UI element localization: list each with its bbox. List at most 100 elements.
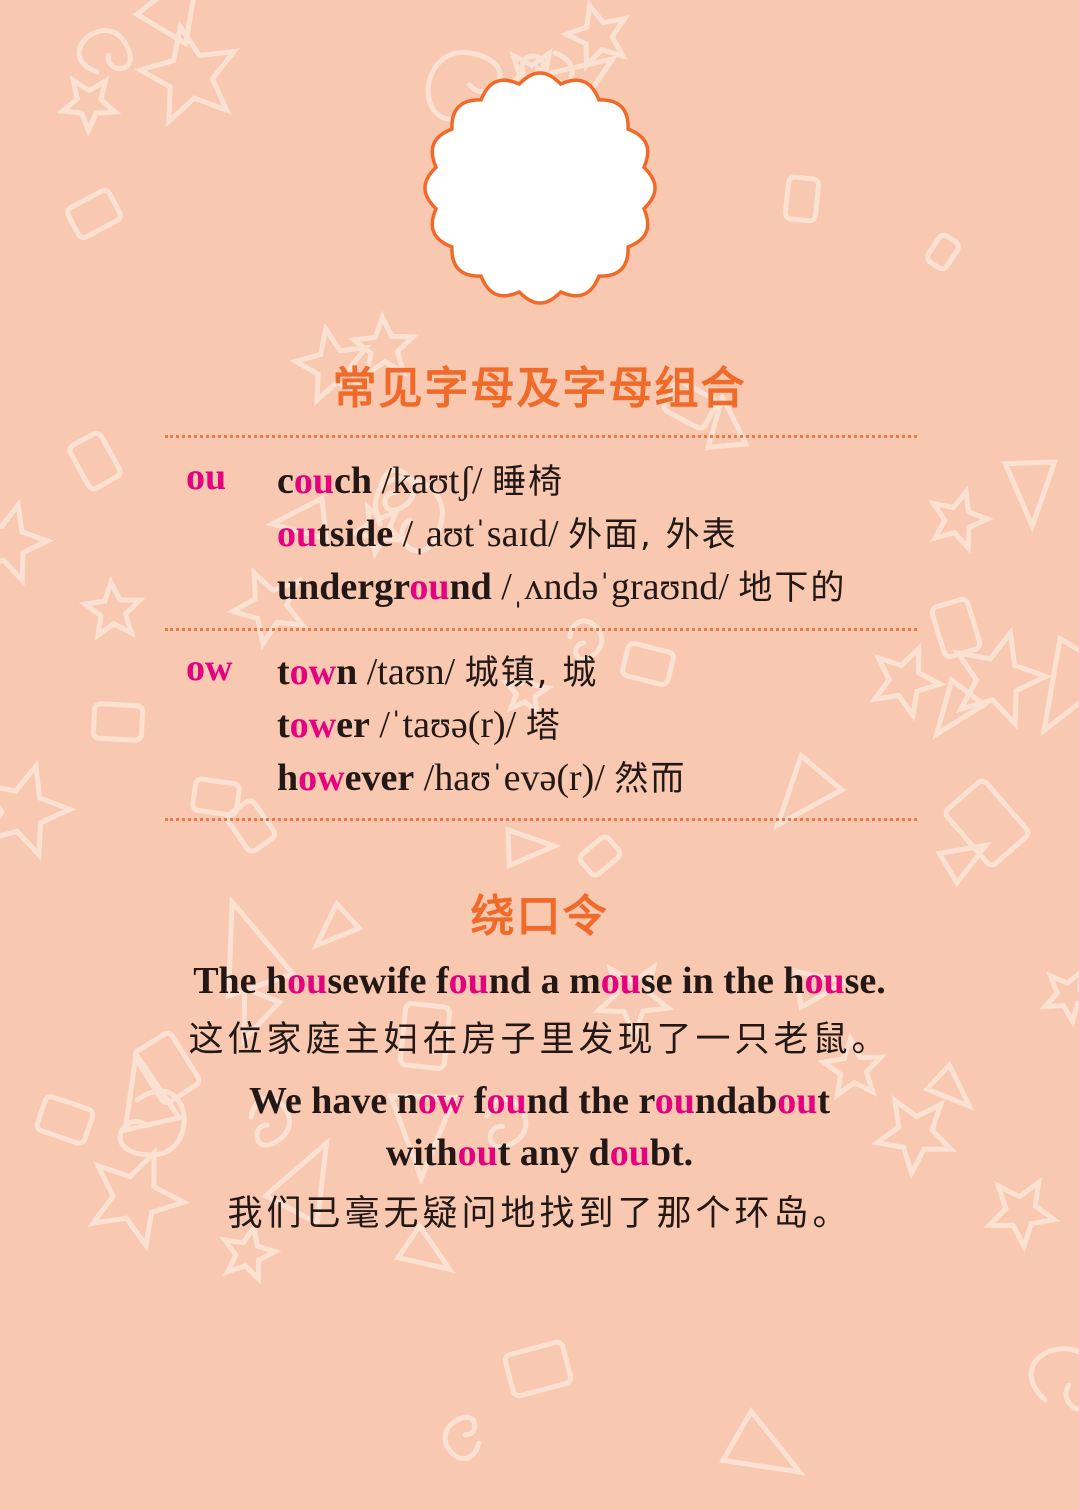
word: town	[277, 651, 357, 693]
highlighted-letters: ou	[609, 1132, 650, 1174]
swirl-doodle-icon	[484, 1096, 529, 1150]
phonetic: /ˌʌndəˈgraʊnd/	[491, 566, 739, 608]
word-part: bt.	[649, 1132, 694, 1174]
word-part: f	[464, 1080, 487, 1122]
cone-doodle-icon	[387, 1093, 459, 1186]
cone-doodle-icon	[225, 895, 298, 1000]
frame-doodle-icon	[34, 1094, 96, 1146]
cone-doodle-icon	[773, 751, 847, 831]
star-doodle-icon	[289, 322, 372, 407]
word-entry: underground /ˌʌndəˈgraʊnd/ 地下的	[277, 561, 846, 613]
cone-doodle-icon	[311, 899, 364, 950]
word: however	[277, 757, 414, 799]
phonetic: /taʊn/	[357, 651, 465, 693]
highlighted-letters: ow	[289, 704, 337, 746]
word-part: t any d	[497, 1132, 610, 1174]
cone-doodle-icon	[935, 841, 992, 888]
highlighted-letters: ou	[293, 460, 335, 502]
word-part: sewife f	[327, 960, 449, 1002]
highlighted-letters: ou	[277, 513, 318, 555]
scalloped-badge-icon	[423, 71, 657, 305]
swirl-doodle-icon	[76, 28, 133, 75]
word-part: We have n	[248, 1080, 418, 1122]
twister-line: The housewife found a mouse in the house…	[0, 955, 1079, 1007]
letters-section-title: 常见字母及字母组合	[332, 363, 747, 414]
cone-doodle-icon	[704, 390, 750, 451]
meaning: 地下的	[738, 568, 847, 608]
highlighted-letters: ow	[289, 651, 337, 693]
word: outside	[277, 513, 393, 555]
meaning: 睡椅	[492, 462, 565, 502]
word-part: nd the r	[526, 1080, 655, 1122]
phonetic: /haʊˈevə(r)/	[414, 757, 615, 799]
highlighted-letters: ow	[417, 1080, 465, 1122]
divider-top	[165, 435, 917, 438]
frame-doodle-icon	[190, 776, 242, 818]
frame-doodle-icon	[502, 1339, 574, 1399]
star-doodle-icon	[869, 642, 947, 722]
highlighted-letters: ou	[804, 960, 845, 1002]
phonetic: /ˌaʊtˈsaɪd/	[393, 513, 569, 555]
frame-doodle-icon	[577, 834, 623, 878]
frame-doodle-icon	[943, 778, 1031, 868]
star-doodle-icon	[0, 498, 54, 587]
highlighted-letters: ou	[457, 1132, 498, 1174]
word-entry: couch /kaʊtʃ/ 睡椅	[277, 455, 564, 507]
word-part: h	[277, 757, 299, 799]
star-doodle-icon	[983, 1176, 1061, 1253]
star-doodle-icon	[226, 567, 309, 651]
star-doodle-icon	[87, 1146, 191, 1252]
highlighted-letters: ou	[777, 1080, 818, 1122]
cone-doodle-icon	[241, 984, 284, 1047]
group-label: ou	[186, 456, 227, 498]
word-part: with	[385, 1132, 458, 1174]
cone-doodle-icon	[792, 968, 852, 1012]
meaning: 然而	[614, 759, 687, 799]
phonetic: /ˈtaʊə(r)/	[369, 704, 526, 746]
cone-doodle-icon	[394, 1221, 456, 1274]
twister-line: We have now found the roundabout	[0, 1075, 1079, 1127]
phonetic: /kaʊtʃ/	[372, 460, 493, 502]
swirl-doodle-icon	[373, 475, 445, 554]
highlighted-letters: ou	[654, 1080, 695, 1122]
word-part: t	[817, 1080, 831, 1122]
word-entry: outside /ˌaʊtˈsaɪd/ 外面, 外表	[277, 508, 738, 560]
cone-doodle-icon	[932, 675, 989, 740]
twister-line: without any doubt.	[0, 1127, 1079, 1179]
star-doodle-icon	[348, 501, 407, 560]
star-doodle-icon	[559, 0, 631, 72]
meaning: 外面, 外表	[568, 515, 738, 555]
star-doodle-icon	[219, 1221, 282, 1285]
star-doodle-icon	[1039, 965, 1079, 1028]
highlighted-letters: ou	[409, 566, 450, 608]
swirl-doodle-icon	[1028, 1346, 1079, 1413]
meaning: 塔	[525, 706, 562, 746]
cone-doodle-icon	[719, 1407, 806, 1476]
word-part: nd	[449, 566, 492, 608]
word-part: er	[336, 704, 370, 746]
star-doodle-icon	[592, 962, 675, 1042]
word-part: ch	[334, 460, 373, 502]
frame-doodle-icon	[620, 640, 676, 688]
word-part: n	[336, 651, 358, 693]
cone-doodle-icon	[122, 1047, 184, 1134]
word-part: tside	[317, 513, 394, 555]
word-part: se.	[844, 960, 886, 1002]
divider-bottom	[165, 818, 917, 821]
tongue-twister-title: 绕口令	[470, 891, 609, 942]
frame-doodle-icon	[782, 174, 822, 224]
divider-middle	[165, 628, 917, 631]
highlighted-letters: ou	[448, 960, 489, 1002]
word-part: t	[277, 651, 290, 693]
word-entry: town /taʊn/ 城镇, 城	[277, 646, 598, 698]
cone-doodle-icon	[922, 1060, 975, 1111]
star-doodle-icon	[0, 759, 77, 862]
word-part: c	[277, 460, 294, 502]
swirl-doodle-icon	[248, 1095, 292, 1148]
meaning: 城镇, 城	[464, 653, 599, 693]
twister-translation: 这位家庭主妇在房子里发现了一只老鼠。	[188, 1020, 891, 1060]
swirl-doodle-icon	[378, 467, 417, 513]
highlighted-letters: ou	[486, 1080, 527, 1122]
word-part: The h	[193, 960, 288, 1002]
